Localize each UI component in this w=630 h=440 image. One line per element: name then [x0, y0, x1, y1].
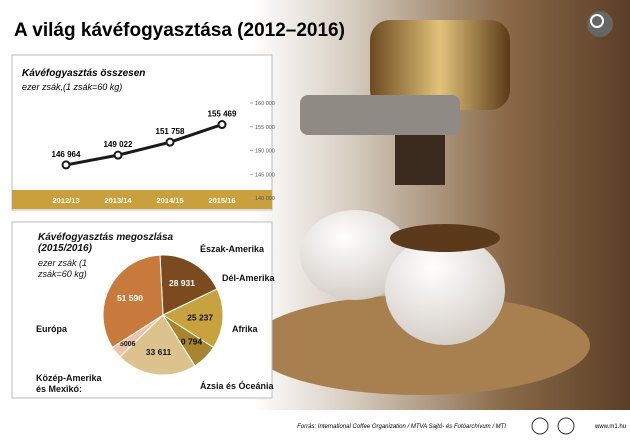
category-label: Közép-Amerika és Mexikó:	[36, 373, 102, 394]
category-label: Észak-Amerika	[200, 244, 265, 254]
x-tick-label: 2013/14	[104, 196, 132, 205]
value-label: 155 469	[208, 110, 237, 119]
y-tick-label: 150 000	[255, 149, 275, 155]
value-label: 25 237	[187, 312, 213, 322]
pie-slice	[159, 254, 218, 316]
point	[113, 150, 123, 160]
category-band	[12, 190, 272, 209]
y-tick-label: 160 000	[255, 101, 275, 107]
source: Forrás: International Coffee Organizatio…	[297, 424, 506, 430]
y-tick-label: 155 000	[255, 125, 275, 131]
pie-slice	[161, 288, 224, 349]
category-label: Európa	[36, 324, 68, 334]
title: A világ kávéfogyasztása (2012–2016)	[14, 20, 345, 41]
logos	[531, 417, 575, 435]
value-label: 5006	[120, 341, 136, 348]
value-label: 10 794	[176, 336, 202, 346]
value-label: 28 931	[169, 278, 195, 288]
point	[165, 137, 175, 147]
pie-slice	[102, 254, 164, 348]
pie-slice	[119, 314, 196, 376]
value-label: 149 022	[104, 140, 133, 149]
x-tick-label: 2012/13	[52, 196, 79, 205]
line-panel	[11, 54, 273, 211]
line	[65, 123, 223, 167]
value-label: 151 758	[156, 127, 185, 136]
website: www.m1.hu	[594, 424, 626, 430]
category-label: Afrika	[232, 324, 258, 334]
pie-subtitle: ezer zsák (1 zsák=60 kg)	[38, 258, 88, 279]
point	[61, 160, 71, 170]
footer	[0, 410, 630, 440]
x-tick-label: 2015/16	[208, 196, 235, 205]
point	[217, 120, 227, 130]
category-label: Dél-Amerika	[222, 273, 275, 283]
y-tick-label: 140 000	[255, 196, 275, 202]
value-label: 146 964	[52, 150, 81, 159]
y-tick-label: 145 000	[255, 172, 275, 178]
x-tick-label: 2014/15	[156, 196, 183, 205]
value-label: 33 611	[146, 347, 172, 357]
pie-title: Kávéfogyasztás megoszlása (2015/2016)	[38, 232, 174, 254]
value-label: 51 590	[117, 293, 143, 303]
line-subtitle: ezer zsák,(1 zsák=60 kg)	[22, 82, 122, 92]
photo	[250, 11, 613, 395]
line-title: Kávéfogyasztás összesen	[22, 68, 145, 79]
category-label: Ázsia és Óceánia	[200, 381, 274, 391]
